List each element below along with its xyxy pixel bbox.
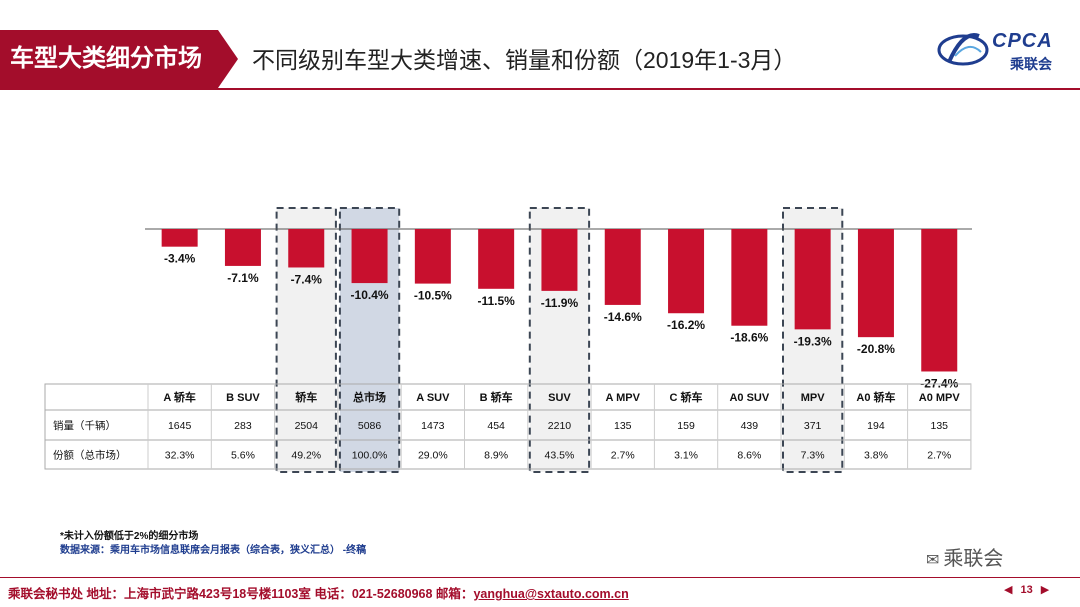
category-label-4: A SUV bbox=[416, 392, 450, 404]
table-cell-0-4: 1473 bbox=[421, 420, 445, 432]
table-row-label-1: 份额（总市场） bbox=[53, 449, 127, 462]
cpca-logo-icon bbox=[937, 33, 989, 66]
bar-1 bbox=[224, 229, 261, 266]
table-cell-0-8: 159 bbox=[677, 420, 695, 432]
table-cell-0-5: 454 bbox=[487, 420, 505, 432]
growth-bar-chart: -3.4% -7.1% -7.4% -10.4% -10.5% -11.5% -11.9% -… bbox=[44, 207, 972, 473]
table-cell-0-2: 2504 bbox=[295, 420, 319, 432]
bar-12 bbox=[921, 229, 958, 372]
value-label-9: -18.6% bbox=[730, 331, 768, 345]
category-label-9: A0 SUV bbox=[729, 392, 769, 404]
data-source: 数据来源：乘用车市场信息联席会月报表（综合表，狭义汇总） -终稿 bbox=[60, 545, 367, 556]
page-title: 不同级别车型大类增速、销量和份额（2019年1-3月） bbox=[252, 47, 797, 73]
logo-subtext: 乘联会 bbox=[1010, 56, 1052, 72]
category-label-0: A 轿车 bbox=[163, 390, 196, 404]
category-label-2: 轿车 bbox=[295, 390, 317, 404]
bar-3 bbox=[351, 229, 388, 284]
data-table: A 轿车 B SUV 轿车 总市场 A SUV B 轿车 SUV A MPV C 轿车 A0 SU… bbox=[44, 383, 972, 470]
table-cell-1-0: 32.3% bbox=[165, 450, 195, 462]
bar-2 bbox=[288, 229, 325, 268]
bar-4 bbox=[414, 229, 451, 284]
category-label-3: 总市场 bbox=[353, 390, 386, 404]
pager: ◀ 13 ▶ bbox=[1000, 583, 1053, 596]
table-cell-1-10: 7.3% bbox=[801, 450, 825, 462]
category-label-5: B 轿车 bbox=[480, 390, 513, 404]
bar-8 bbox=[668, 229, 705, 314]
footnote: *未计入份额低于2%的细分市场 bbox=[60, 531, 199, 542]
notes: *未计入份额低于2%的细分市场 数据来源：乘用车市场信息联席会月报表（综合表，狭… bbox=[60, 530, 366, 558]
table-cell-1-11: 3.8% bbox=[864, 450, 888, 462]
category-label-1: B SUV bbox=[226, 392, 260, 404]
category-label-6: SUV bbox=[548, 392, 571, 404]
table-cell-1-3: 100.0% bbox=[352, 450, 388, 462]
table-cell-0-6: 2210 bbox=[548, 420, 572, 432]
table-cell-0-0: 1645 bbox=[168, 420, 192, 432]
value-label-7: -14.6% bbox=[604, 310, 642, 324]
wechat-watermark: ✉ 乘联会 bbox=[926, 542, 1003, 571]
category-label-7: A MPV bbox=[606, 392, 641, 404]
section-tag: 车型大类细分市场 bbox=[0, 30, 238, 88]
bars bbox=[161, 229, 958, 372]
value-label-4: -10.5% bbox=[414, 289, 452, 303]
category-label-12: A0 MPV bbox=[919, 392, 961, 404]
value-label-8: -16.2% bbox=[667, 318, 705, 332]
logo-text: CPCA bbox=[992, 30, 1053, 52]
bar-10 bbox=[794, 229, 831, 330]
table-cell-0-10: 371 bbox=[804, 420, 822, 432]
table-cell-1-5: 8.9% bbox=[484, 450, 508, 462]
table-row-label-0: 销量（千辆） bbox=[53, 419, 116, 432]
footer-contact: 乘联会秘书处 地址：上海市武宁路423号18号楼1103室 电话：021-526… bbox=[8, 583, 629, 602]
prev-page-button[interactable]: ◀ bbox=[1004, 584, 1013, 596]
table-cell-1-8: 3.1% bbox=[674, 450, 698, 462]
bar-9 bbox=[731, 229, 768, 326]
page-number: 13 bbox=[1020, 584, 1033, 596]
table-cell-0-1: 283 bbox=[234, 420, 252, 432]
table-cell-0-11: 194 bbox=[867, 420, 885, 432]
value-labels: -3.4% -7.1% -7.4% -10.4% -10.5% -11.5% -11.9% -… bbox=[164, 252, 959, 391]
table-cell-1-1: 5.6% bbox=[231, 450, 255, 462]
table-cell-1-12: 2.7% bbox=[927, 450, 951, 462]
table-cell-1-9: 8.6% bbox=[737, 450, 761, 462]
value-label-11: -20.8% bbox=[857, 342, 895, 356]
next-page-button[interactable]: ▶ bbox=[1040, 584, 1050, 596]
table-cell-0-3: 5086 bbox=[358, 420, 382, 432]
category-label-11: A0 轿车 bbox=[856, 390, 895, 404]
table-cell-0-7: 135 bbox=[614, 420, 632, 432]
table-cell-0-9: 439 bbox=[741, 420, 759, 432]
footer-email-link[interactable]: yanghua@sxtauto.com.cn bbox=[473, 587, 629, 601]
table-cell-1-6: 43.5% bbox=[545, 450, 575, 462]
wechat-icon: ✉ bbox=[926, 552, 940, 569]
value-label-2: -7.4% bbox=[291, 272, 323, 286]
value-label-6: -11.9% bbox=[541, 296, 579, 310]
footer-divider bbox=[0, 577, 1080, 578]
bar-6 bbox=[541, 229, 578, 291]
bar-7 bbox=[604, 229, 641, 305]
header-divider bbox=[0, 88, 1080, 90]
value-label-1: -7.1% bbox=[227, 271, 259, 285]
table-cell-1-7: 2.7% bbox=[611, 450, 635, 462]
value-label-0: -3.4% bbox=[164, 252, 196, 266]
bar-11 bbox=[857, 229, 894, 338]
bar-5 bbox=[478, 229, 515, 289]
value-label-10: -19.3% bbox=[794, 334, 832, 348]
table-cell-1-4: 29.0% bbox=[418, 450, 448, 462]
value-label-5: -11.5% bbox=[477, 294, 515, 308]
footer-address: 乘联会秘书处 地址：上海市武宁路423号18号楼1103室 电话：021-526… bbox=[8, 587, 474, 601]
table-cell-1-2: 49.2% bbox=[291, 450, 321, 462]
value-label-12: -27.4% bbox=[920, 376, 958, 390]
bar-0 bbox=[161, 229, 198, 247]
category-label-8: C 轿车 bbox=[670, 390, 703, 404]
value-label-3: -10.4% bbox=[351, 288, 389, 302]
category-label-10: MPV bbox=[801, 392, 826, 404]
table-cell-0-12: 135 bbox=[930, 420, 948, 432]
wechat-label: 乘联会 bbox=[943, 548, 1004, 570]
